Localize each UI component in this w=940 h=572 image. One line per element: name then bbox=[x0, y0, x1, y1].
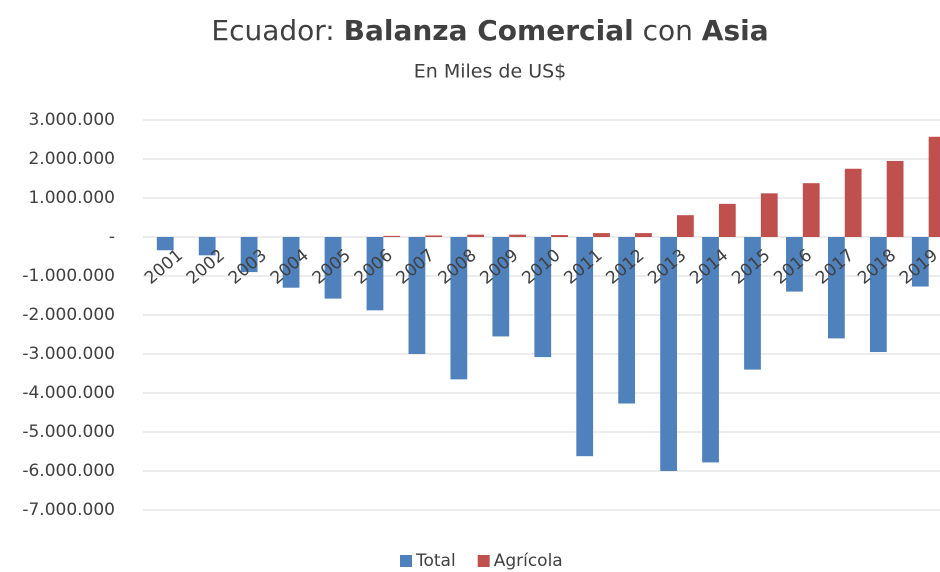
bar bbox=[198, 237, 216, 256]
title-part: Asia bbox=[702, 14, 769, 47]
bar bbox=[576, 237, 594, 457]
y-tick-label: 1.000.000 bbox=[28, 188, 115, 208]
bar bbox=[324, 237, 342, 299]
title-part: Ecuador: bbox=[211, 14, 343, 47]
chart-title: Ecuador: Balanza Comercial con Asia bbox=[211, 14, 768, 47]
bar bbox=[718, 203, 736, 237]
bar bbox=[802, 183, 820, 237]
legend-label: Agrícola bbox=[494, 551, 563, 571]
bar bbox=[492, 237, 510, 337]
bar bbox=[383, 235, 401, 237]
y-tick-label: -3.000.000 bbox=[22, 344, 115, 364]
bar bbox=[618, 237, 636, 404]
bar bbox=[635, 233, 652, 237]
bar bbox=[240, 237, 258, 273]
chart-subtitle: En Miles de US$ bbox=[414, 61, 567, 83]
y-tick-label: -1.000.000 bbox=[22, 266, 115, 286]
y-tick-label: -5.000.000 bbox=[22, 422, 115, 442]
legend-swatch bbox=[477, 555, 490, 567]
bar bbox=[869, 237, 887, 353]
bar bbox=[450, 237, 468, 380]
bar bbox=[366, 237, 384, 311]
title-part: con bbox=[634, 14, 702, 47]
bar bbox=[702, 237, 719, 463]
bar bbox=[744, 237, 761, 370]
y-tick-label: 3.000.000 bbox=[28, 110, 115, 130]
bar bbox=[509, 234, 526, 237]
bar bbox=[156, 237, 174, 251]
bar bbox=[534, 237, 552, 358]
bar bbox=[844, 168, 862, 237]
x-tick-label: 2001 bbox=[141, 245, 187, 288]
bar bbox=[551, 235, 568, 237]
y-tick-label: -6.000.000 bbox=[22, 461, 115, 481]
y-tick-label: - bbox=[109, 227, 115, 247]
bar bbox=[467, 234, 485, 237]
bar bbox=[408, 237, 426, 354]
bar bbox=[886, 160, 904, 237]
bar bbox=[911, 237, 929, 287]
bar bbox=[676, 215, 694, 237]
bar bbox=[660, 237, 677, 471]
bar bbox=[928, 136, 940, 237]
y-tick-label: -2.000.000 bbox=[22, 305, 115, 325]
y-tick-label: -4.000.000 bbox=[22, 383, 115, 403]
bar bbox=[828, 237, 845, 339]
bar bbox=[593, 233, 610, 237]
bar bbox=[760, 193, 778, 237]
legend-swatch bbox=[400, 555, 412, 567]
bar bbox=[282, 237, 300, 288]
y-tick-label: -7.000.000 bbox=[22, 500, 115, 520]
legend-label: Total bbox=[415, 551, 456, 571]
bar bbox=[425, 235, 443, 237]
bar bbox=[786, 237, 803, 292]
title-part: Balanza Comercial bbox=[344, 14, 634, 47]
y-tick-label: 2.000.000 bbox=[28, 149, 115, 169]
